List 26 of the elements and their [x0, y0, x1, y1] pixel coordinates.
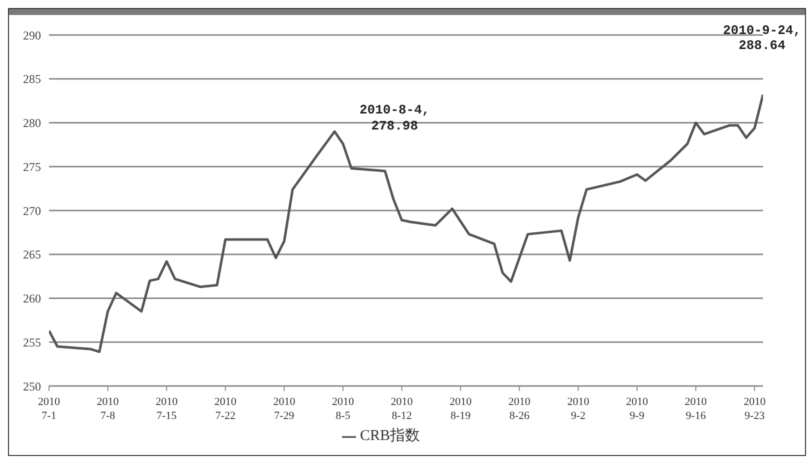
x-tick-label: 2010 9-23	[744, 396, 766, 422]
x-tick-label: 2010 7-15	[156, 396, 178, 422]
y-tick-label: 270	[23, 204, 41, 218]
x-tick-label: 2010 8-19	[450, 396, 472, 422]
y-tick-label: 265	[23, 248, 41, 262]
x-tick-label: 2010 7-8	[96, 396, 120, 422]
x-tick-label: 2010 8-26	[508, 396, 531, 422]
y-tick-label: 285	[23, 72, 41, 86]
legend-label: CRB指数	[360, 428, 420, 444]
line-series	[49, 93, 763, 354]
y-tick-label: 255	[23, 335, 41, 350]
y-tick-label: 280	[23, 116, 41, 130]
y-tick-label: 250	[23, 379, 41, 394]
x-tick-label: 2010 7-22	[214, 396, 237, 422]
annotation: 2010-8-4, 278.98	[359, 102, 430, 134]
x-tick-label: 2010 7-29	[273, 396, 296, 422]
x-tick-label: 2010 9-9	[626, 396, 648, 422]
x-tick-label: 2010 8-12	[390, 396, 414, 422]
x-tick-label: 2010 8-5	[332, 396, 354, 422]
y-tick-label: 275	[23, 160, 41, 174]
annotation: 2010-9-24, 288.64	[722, 23, 801, 53]
x-tick-label: 2010 9-16	[684, 396, 708, 422]
x-tick-label: 2010 7-1	[38, 396, 60, 422]
y-tick-label: 290	[23, 28, 41, 42]
y-tick-label: 260	[23, 292, 41, 306]
x-tick-label: 2010 9-2	[567, 396, 590, 422]
